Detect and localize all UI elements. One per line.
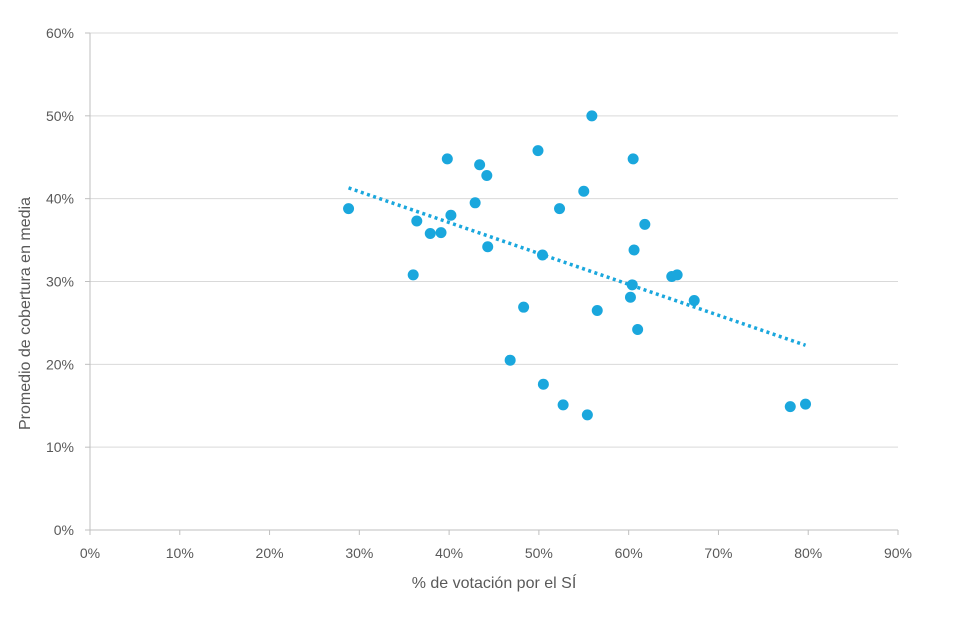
data-point [591, 304, 603, 316]
data-point [441, 153, 453, 165]
y-tick-label: 40% [46, 191, 74, 207]
x-tick-label: 40% [435, 545, 463, 561]
data-point [671, 269, 683, 281]
data-point [536, 249, 548, 261]
data-point [626, 279, 638, 291]
data-point [628, 244, 640, 256]
data-point [343, 203, 355, 215]
data-point [578, 185, 590, 197]
y-tick-label: 10% [46, 439, 74, 455]
data-point [627, 153, 639, 165]
data-point [581, 409, 593, 421]
data-point [435, 227, 447, 239]
x-tick-label: 0% [80, 545, 100, 561]
y-tick-label: 20% [46, 356, 74, 372]
trendline-group [347, 186, 807, 347]
data-point [445, 209, 457, 221]
data-point [554, 203, 566, 215]
data-point [784, 401, 796, 413]
trendline [347, 186, 807, 347]
x-tick-labels: 0% 10% 20% 30% 40% 50% 60% 70% 80% 90% [80, 545, 912, 561]
y-axis-title: Promedio de cobertura en media [17, 197, 34, 430]
y-tick-labels: 0% 10% 20% 30% 40% 50% 60% [46, 25, 74, 538]
x-axis-title: % de votación por el SÍ [412, 573, 577, 592]
data-point [632, 324, 644, 336]
data-point [411, 215, 423, 227]
x-tick-label: 70% [704, 545, 732, 561]
data-point [469, 197, 481, 209]
y-tick-label: 30% [46, 274, 74, 290]
data-point [639, 218, 651, 230]
data-point [424, 227, 436, 239]
data-point [586, 110, 598, 122]
data-point [800, 398, 812, 410]
data-point [481, 169, 493, 181]
x-tick-label: 30% [345, 545, 373, 561]
data-point [557, 399, 569, 411]
x-tick-label: 80% [794, 545, 822, 561]
x-tick-label: 60% [615, 545, 643, 561]
x-tick-label: 20% [256, 545, 284, 561]
x-tick-label: 90% [884, 545, 912, 561]
data-point [407, 269, 419, 281]
data-point [688, 295, 700, 307]
y-tick-label: 50% [46, 108, 74, 124]
data-point [532, 145, 544, 157]
data-points [343, 110, 812, 421]
data-point [482, 241, 494, 253]
data-point [504, 354, 516, 366]
data-point [624, 291, 636, 303]
x-tick-label: 10% [166, 545, 194, 561]
y-tick-label: 60% [46, 25, 74, 41]
gridlines [90, 32, 898, 448]
y-tick-label: 0% [54, 522, 74, 538]
data-point [518, 301, 530, 313]
data-point [474, 159, 486, 171]
x-tick-label: 50% [525, 545, 553, 561]
data-point [537, 378, 549, 390]
axes [85, 32, 899, 535]
